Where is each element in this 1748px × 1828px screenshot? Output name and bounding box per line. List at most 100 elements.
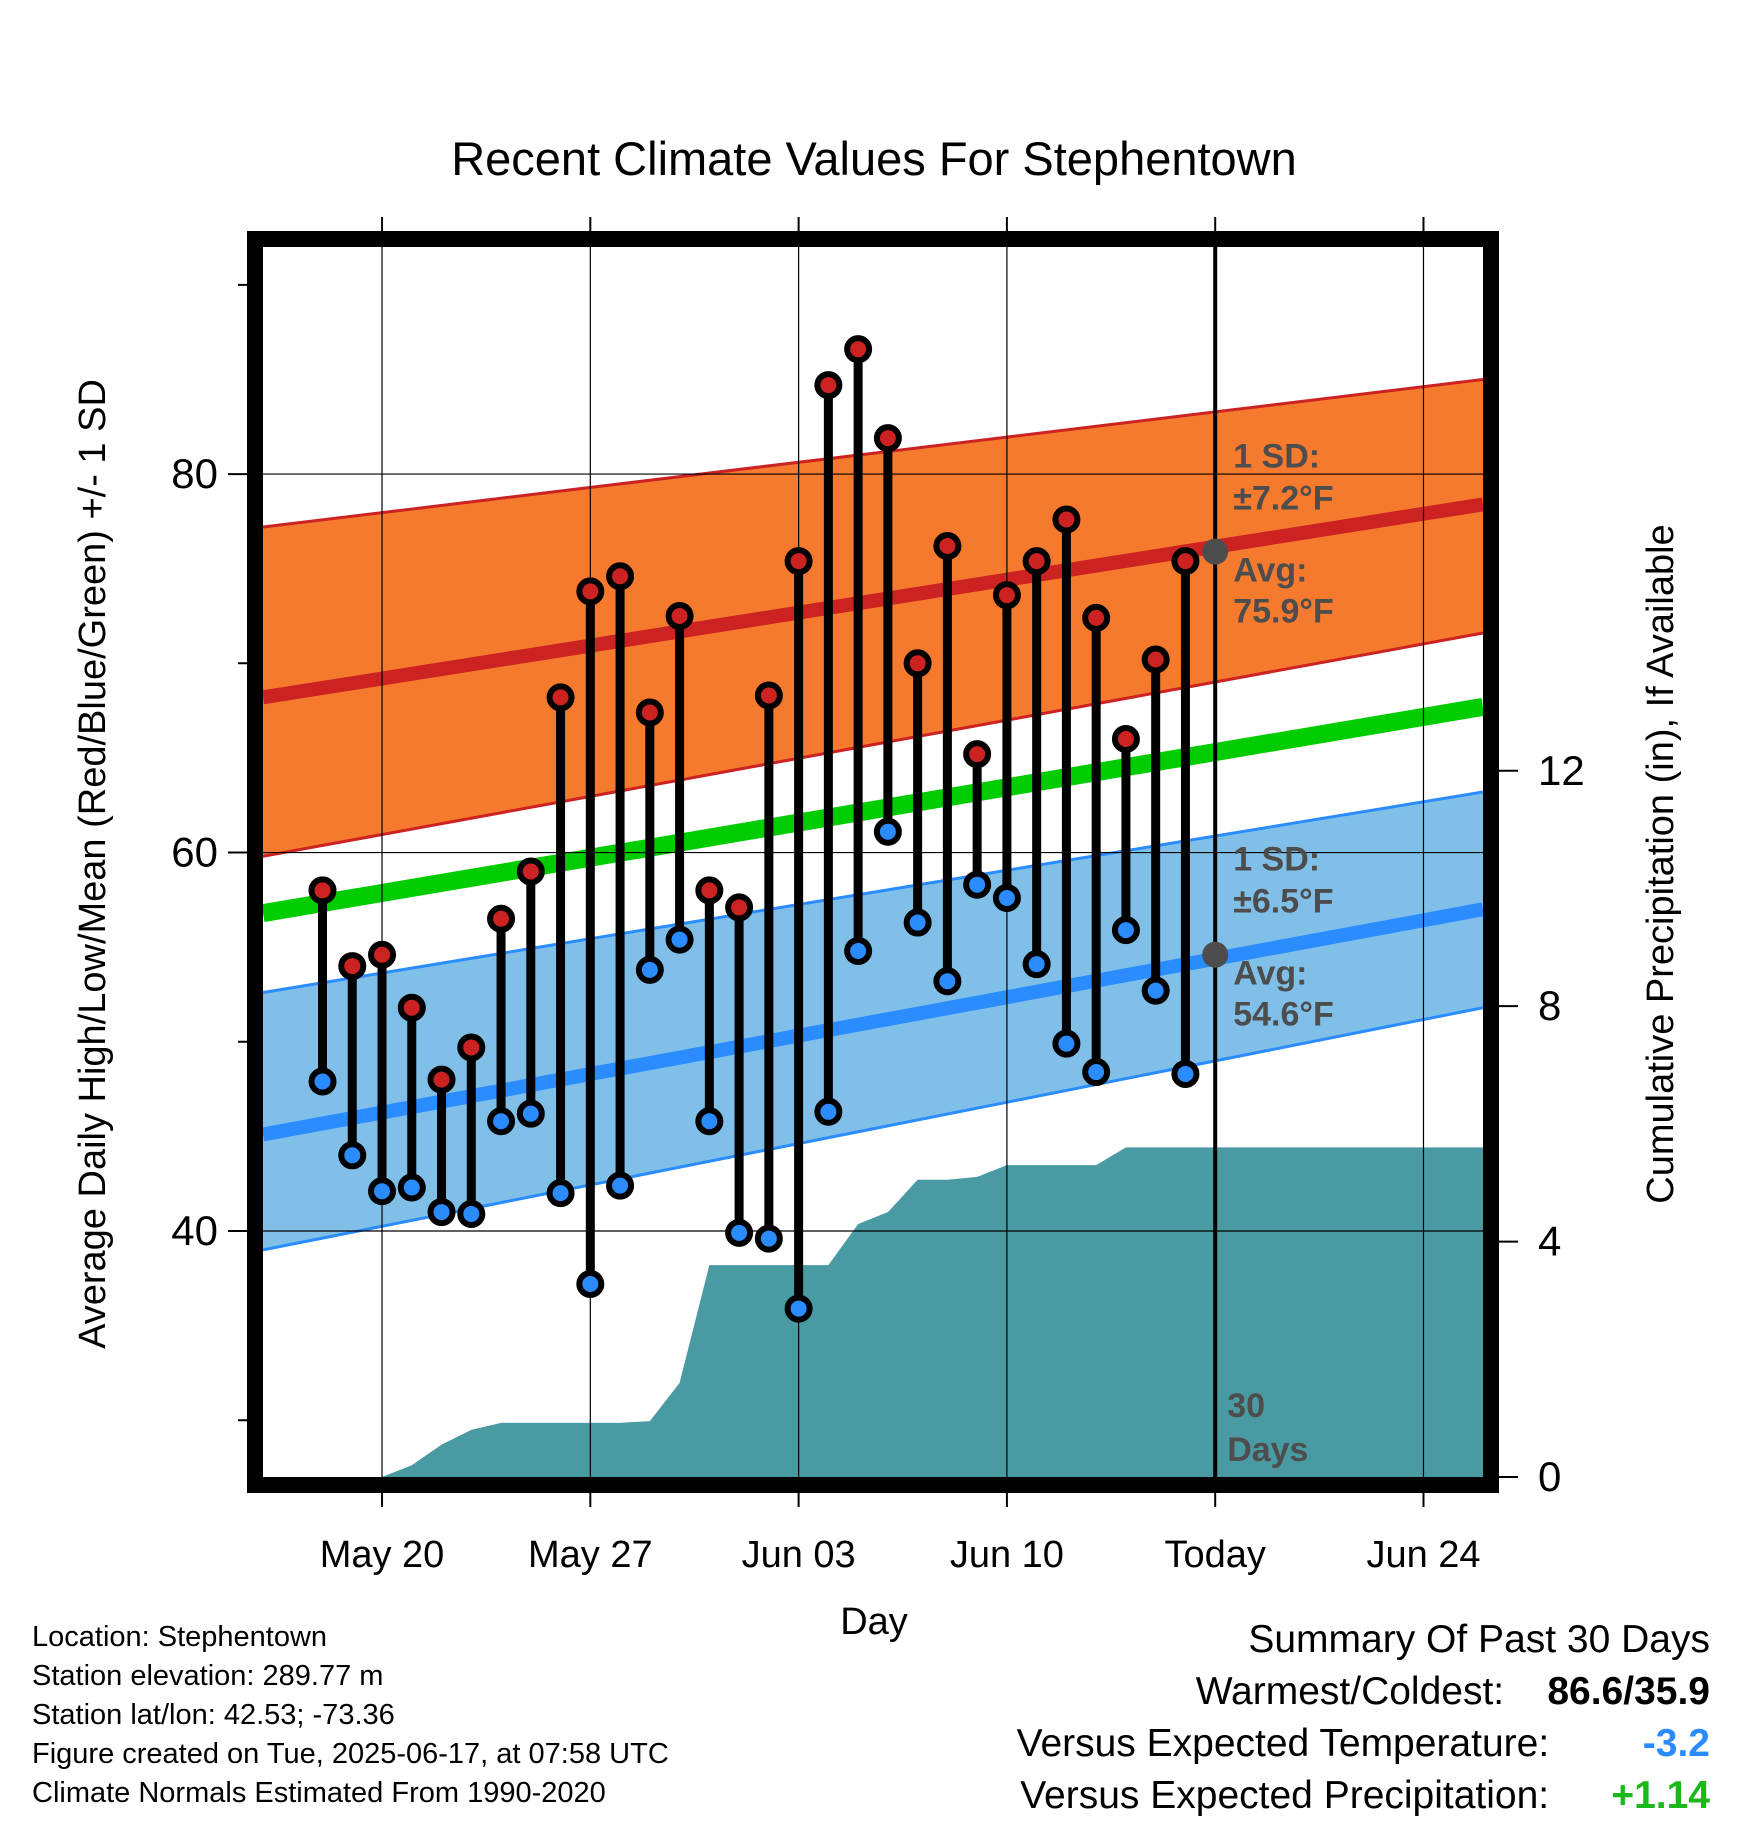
summary-panel: Summary Of Past 30 Days Warmest/Coldest:… [1017, 1614, 1710, 1822]
high-point [576, 577, 605, 606]
high-point [963, 740, 992, 769]
y-axis-label: Average Daily High/Low/Mean (Red/Blue/Gr… [72, 379, 114, 1349]
high-point [516, 857, 545, 886]
high-point [1111, 725, 1140, 753]
high-sd-band-lower [263, 631, 1483, 858]
y2-tick-label: 12 [1538, 747, 1585, 794]
high-point [338, 952, 367, 981]
low-point [814, 1097, 843, 1126]
low-avg-label: Avg: [1233, 955, 1307, 993]
low-point [427, 1198, 456, 1227]
high-point [814, 371, 843, 400]
high-point [992, 581, 1021, 610]
station-info: Location: Stephentown Station elevation:… [32, 1618, 669, 1813]
high-point [1082, 603, 1111, 632]
high-point [754, 681, 783, 710]
location-line: Location: Stephentown [32, 1621, 328, 1653]
low-point [933, 967, 962, 996]
latlon-line: Station lat/lon: 42.53; -73.36 [32, 1699, 395, 1731]
low-point [606, 1171, 635, 1200]
high-point [725, 893, 754, 922]
temp-departure-row: Versus Expected Temperature: -3.2 [1017, 1718, 1710, 1770]
high-point [487, 904, 516, 933]
low-point [784, 1294, 813, 1323]
y2-tick-label: 8 [1538, 982, 1561, 1029]
high-point [397, 993, 426, 1022]
high-point [1171, 547, 1200, 576]
low-point [1111, 916, 1140, 945]
high-sd-value: ±7.2°F [1233, 480, 1333, 518]
chart-title: Recent Climate Values For Stephentown [451, 132, 1297, 185]
high-point [844, 335, 873, 364]
high-point [784, 547, 813, 576]
high-avg-label: Avg: [1233, 552, 1307, 590]
low-point [695, 1107, 724, 1136]
precip-departure-row: Versus Expected Precipitation: +1.14 [1017, 1770, 1710, 1822]
temp-departure-value: -3.2 [1642, 1722, 1710, 1765]
warmest-coldest-row: Warmest/Coldest: 86.6/35.9 [1017, 1666, 1710, 1718]
warmest-coldest-label: Warmest/Coldest: [1195, 1670, 1505, 1713]
low-point [844, 936, 873, 965]
low-point [992, 883, 1021, 912]
days-label-number: 30 [1227, 1387, 1265, 1425]
low-sd-value: ±6.5°F [1233, 883, 1333, 921]
high-point [427, 1065, 456, 1094]
y2-tick-label: 4 [1538, 1218, 1561, 1265]
high-point [606, 562, 635, 591]
high-point [903, 649, 932, 678]
normal-low-line [263, 902, 1483, 1142]
precip-departure-label: Versus Expected Precipitation: [1020, 1774, 1550, 1817]
plot-frame [247, 231, 1499, 1493]
x-tick-label: May 20 [320, 1534, 445, 1576]
high-sd-band-upper [263, 377, 1483, 529]
temp-departure-label: Versus Expected Temperature: [1016, 1722, 1550, 1765]
x-tick-label: Jun 10 [950, 1534, 1064, 1576]
low-point [635, 955, 664, 984]
y-tick-label: 80 [171, 450, 218, 497]
high-point [665, 602, 694, 630]
today-low-avg-dot [1202, 941, 1229, 968]
normals-line: Climate Normals Estimated From 1990-2020 [32, 1777, 606, 1809]
low-point [725, 1218, 754, 1247]
today-high-avg-dot [1202, 538, 1229, 565]
high-point [1022, 547, 1051, 576]
low-point [963, 870, 992, 899]
low-point [873, 817, 902, 846]
low-point [903, 908, 932, 937]
x-axis-label: Day [840, 1601, 908, 1643]
low-point [576, 1269, 605, 1298]
low-point [368, 1177, 397, 1206]
low-point [1082, 1058, 1111, 1087]
low-point [487, 1107, 516, 1136]
low-sd-label: 1 SD: [1233, 841, 1320, 879]
high-point [368, 940, 397, 969]
high-sd-band [263, 379, 1483, 857]
high-point [695, 876, 724, 905]
warmest-coldest-value: 86.6/35.9 [1547, 1670, 1710, 1713]
low-point [1141, 976, 1170, 1005]
days-label-text: Days [1227, 1431, 1308, 1469]
high-point [546, 683, 575, 712]
y2-tick-label: 0 [1538, 1453, 1561, 1500]
y-tick-label: 40 [171, 1207, 218, 1254]
low-point [397, 1173, 426, 1202]
low-point [516, 1099, 545, 1128]
elevation-line: Station elevation: 289.77 m [32, 1660, 384, 1692]
x-tick-label: Jun 24 [1366, 1534, 1480, 1576]
low-point [338, 1141, 367, 1170]
low-point [457, 1199, 486, 1228]
high-point [873, 424, 902, 453]
x-tick-label: Jun 03 [742, 1534, 856, 1576]
low-point [665, 925, 694, 954]
low-point [1052, 1029, 1081, 1058]
low-point [1022, 950, 1051, 979]
high-point [1141, 645, 1170, 674]
high-point [635, 698, 664, 727]
low-point [546, 1179, 575, 1208]
precip-departure-value: +1.14 [1611, 1774, 1710, 1817]
high-point [308, 876, 337, 905]
high-point [1052, 505, 1081, 534]
